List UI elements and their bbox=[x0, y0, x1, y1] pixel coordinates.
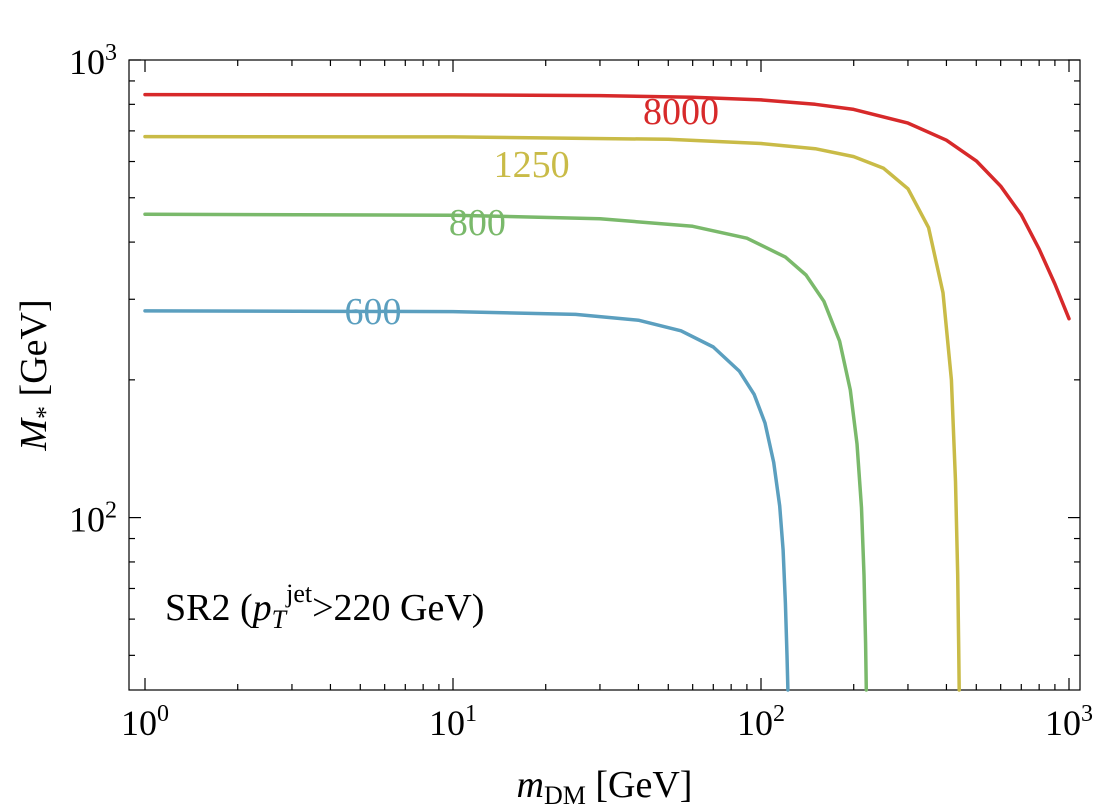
contour-line-800 bbox=[143, 212, 869, 692]
y-tick-base: 10 bbox=[69, 500, 105, 540]
x-tick-exponent: 2 bbox=[773, 701, 785, 727]
annotation-prefix: SR2 ( bbox=[165, 587, 253, 629]
y-axis-unit: [GeV] bbox=[13, 299, 55, 406]
y-tick-exponent: 2 bbox=[105, 498, 117, 524]
x-axis-unit: [GeV] bbox=[586, 764, 693, 806]
contour-label-600: 600 bbox=[345, 291, 402, 333]
x-tick-label: 100 bbox=[121, 701, 169, 743]
plot-frame bbox=[128, 59, 1081, 691]
x-tick-exponent: 3 bbox=[1081, 701, 1093, 727]
y-tick-label: 102 bbox=[69, 498, 117, 540]
annotation-var: p bbox=[250, 587, 272, 629]
x-tick-label: 102 bbox=[737, 701, 785, 743]
x-tick-base: 10 bbox=[737, 703, 773, 743]
annotation-suffix: >220 GeV) bbox=[312, 587, 484, 629]
x-tick-base: 10 bbox=[121, 703, 157, 743]
y-axis-var: M bbox=[13, 417, 55, 452]
annotation-sub: T bbox=[272, 605, 288, 634]
contour-label-1250: 1250 bbox=[494, 144, 570, 186]
curves bbox=[143, 92, 1071, 692]
ticks bbox=[129, 59, 1080, 690]
y-tick-label: 103 bbox=[69, 40, 117, 82]
contour-label-800: 800 bbox=[449, 202, 506, 244]
x-tick-base: 10 bbox=[429, 703, 465, 743]
contour-line-8000 bbox=[143, 92, 1071, 321]
y-tick-exponent: 3 bbox=[105, 40, 117, 66]
x-tick-exponent: 0 bbox=[157, 701, 169, 727]
x-tick-label: 101 bbox=[429, 701, 477, 743]
annotation-sup: jet bbox=[285, 579, 313, 608]
signal-region-annotation: SR2 (pTjet>220 GeV) bbox=[165, 579, 484, 634]
contour-label-8000: 8000 bbox=[643, 91, 719, 133]
x-tick-exponent: 1 bbox=[465, 701, 477, 727]
x-axis-var: m bbox=[517, 764, 544, 806]
x-tick-base: 10 bbox=[1045, 703, 1081, 743]
x-axis-sub: DM bbox=[544, 781, 586, 810]
y-tick-base: 10 bbox=[69, 42, 105, 82]
contour-line-1250 bbox=[143, 134, 961, 692]
y-axis-title: M* [GeV] bbox=[13, 299, 60, 451]
x-tick-label: 103 bbox=[1045, 701, 1093, 743]
y-axis-sub: * bbox=[31, 406, 60, 419]
x-axis-title: mDM [GeV] bbox=[517, 764, 693, 810]
curve-labels: 600 800 1250 8000 bbox=[345, 91, 720, 333]
contour-line-600 bbox=[143, 309, 790, 692]
